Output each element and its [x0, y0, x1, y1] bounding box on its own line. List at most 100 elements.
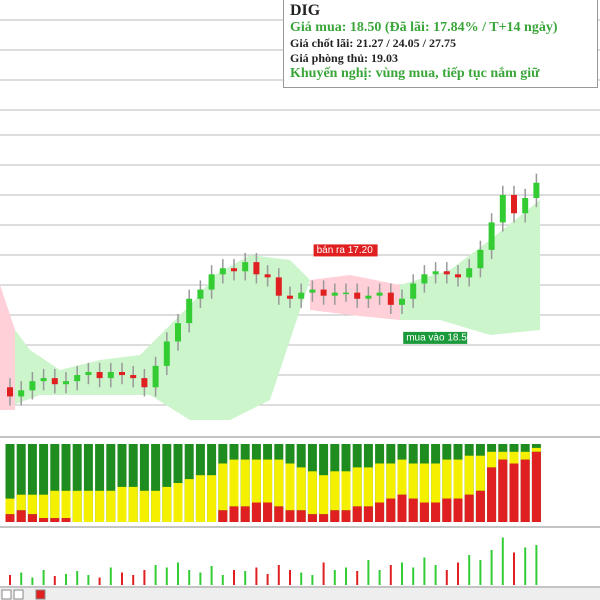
indicator-red: [5, 514, 15, 522]
indicator-red: [61, 518, 71, 522]
candle-body: [96, 372, 103, 379]
toolbar-button[interactable]: [1, 589, 12, 600]
candle-body: [242, 262, 249, 272]
candle-body: [477, 249, 484, 269]
candle-body: [309, 289, 316, 293]
candle-body: [74, 375, 81, 382]
candle-body: [107, 372, 114, 379]
candle-body: [163, 341, 170, 366]
indicator-red: [218, 510, 228, 522]
indicator-yellow: [520, 451, 530, 460]
indicator-red: [307, 514, 317, 522]
candle-body: [365, 295, 372, 299]
candle-body: [432, 271, 439, 275]
toolbar: [0, 588, 600, 600]
info-box: DIG Giá mua: 18.50 (Đã lãi: 17.84% / T+1…: [283, 0, 598, 88]
candle-body: [208, 274, 215, 290]
indicator-red: [319, 514, 329, 522]
indicator-yellow: [319, 475, 329, 515]
indicator-red: [352, 506, 362, 522]
take-profit: Giá chốt lãi: 21.27 / 24.05 / 27.75: [290, 36, 456, 50]
indicator-yellow: [72, 490, 82, 522]
indicator-yellow: [509, 451, 519, 464]
indicator-yellow: [352, 467, 362, 507]
indicator-red: [50, 518, 60, 522]
candle-body: [466, 268, 473, 278]
indicator-yellow: [50, 490, 60, 519]
indicator-yellow: [117, 486, 127, 522]
indicator-red: [397, 494, 407, 522]
candle-body: [387, 292, 394, 305]
indicator-green: [151, 444, 161, 522]
indicator-yellow: [207, 475, 217, 522]
candle-body: [421, 274, 428, 284]
indicator-yellow: [431, 463, 441, 503]
indicator-yellow: [218, 463, 228, 511]
candle-body: [331, 292, 338, 296]
indicator-green: [16, 444, 26, 522]
indicator-red: [285, 510, 295, 522]
indicator-red: [464, 494, 474, 522]
indicator-yellow: [363, 467, 373, 507]
indicator-red: [487, 467, 497, 522]
candle-body: [320, 289, 327, 296]
indicator-green: [139, 444, 149, 522]
indicator-yellow: [307, 471, 317, 515]
indicator-green: [50, 444, 60, 522]
buy-price: Giá mua: 18.50 (Đã lãi: 17.84% / T+14 ng…: [290, 20, 558, 35]
indicator-yellow: [139, 490, 149, 522]
candle-body: [85, 372, 92, 376]
indicator-yellow: [453, 459, 463, 499]
candle-body: [499, 194, 506, 223]
candle-body: [152, 365, 159, 388]
indicator-yellow: [487, 451, 497, 468]
indicator-yellow: [61, 490, 71, 519]
indicator-yellow: [195, 475, 205, 522]
candle-body: [7, 387, 13, 397]
indicator-red: [408, 498, 418, 522]
indicator-red: [520, 459, 530, 522]
indicator-red: [27, 514, 37, 522]
indicator-yellow: [173, 483, 183, 522]
indicator-red: [39, 518, 49, 522]
indicator-yellow: [27, 494, 37, 515]
indicator-red: [442, 498, 452, 522]
indicator-red: [240, 506, 250, 522]
indicator-red: [431, 502, 441, 522]
indicator-yellow: [39, 494, 49, 519]
advice: Khuyến nghị: vùng mua, tiếp tục nắm giữ: [290, 66, 540, 81]
candle-body: [275, 277, 282, 296]
indicator-yellow: [240, 459, 250, 507]
indicator-red: [475, 490, 485, 522]
candle-body: [264, 274, 271, 278]
candle-body: [455, 274, 461, 278]
candle-body: [18, 390, 25, 397]
candle-body: [175, 323, 181, 342]
candle-body: [63, 381, 69, 385]
indicator-red: [386, 498, 396, 522]
stop-price: Giá phòng thủ: 19.03: [290, 51, 399, 65]
indicator-yellow: [498, 451, 508, 460]
indicator-yellow: [531, 447, 541, 452]
candle-body: [522, 198, 529, 214]
candle-body: [130, 375, 137, 379]
annotation-label: bán ra 17.20: [317, 245, 374, 256]
toolbar-button[interactable]: [13, 589, 24, 600]
indicator-red: [498, 459, 508, 522]
indicator-red: [229, 506, 239, 522]
indicator-red: [263, 502, 273, 522]
indicator-yellow: [184, 479, 194, 522]
indicator-yellow: [5, 498, 15, 515]
candle-body: [287, 295, 293, 299]
indicator-yellow: [475, 455, 485, 491]
indicator-yellow: [386, 463, 396, 499]
candle-body: [231, 268, 237, 272]
indicator-yellow: [285, 463, 295, 511]
indicator-yellow: [162, 486, 172, 522]
indicator-yellow: [83, 490, 93, 522]
candle-body: [343, 292, 349, 295]
indicator-yellow: [408, 463, 418, 499]
indicator-yellow: [151, 490, 161, 522]
indicator-yellow: [274, 459, 284, 507]
toolbar-button[interactable]: [35, 589, 46, 600]
